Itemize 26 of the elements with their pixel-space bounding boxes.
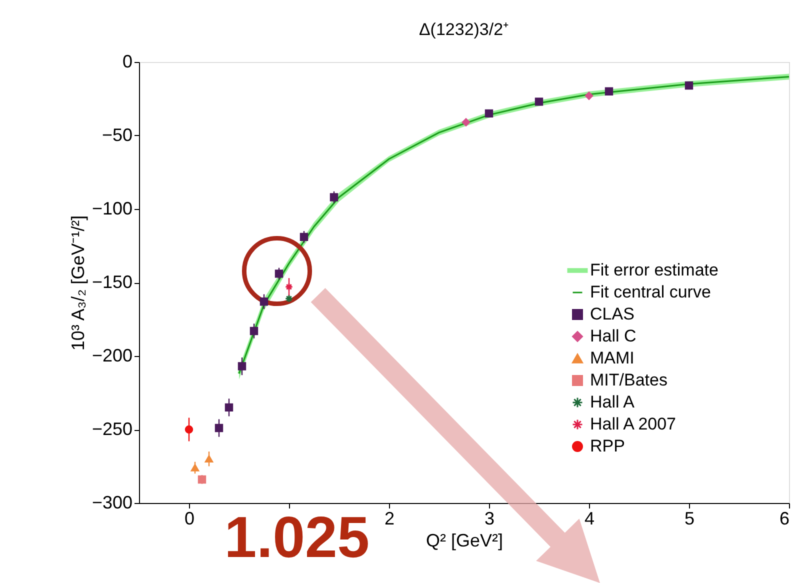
legend-label: RPP (590, 436, 625, 456)
x-tick-label: 0 (184, 508, 195, 528)
text: 1.025 (224, 505, 370, 570)
x-tick-label: 6 (779, 508, 790, 528)
y-tick-label: 0 (122, 52, 132, 72)
legend-label: MAMI (590, 348, 634, 368)
legend-label: Hall A (590, 392, 636, 412)
x-tick-label: 2 (384, 508, 395, 528)
x-axis-title: Q² [GeV²] (426, 530, 504, 550)
legend-label: CLAS (590, 304, 634, 324)
legend-label: MIT/Bates (590, 370, 668, 390)
y-tick-label: −150 (92, 272, 132, 292)
x-tick-label: 3 (484, 508, 495, 528)
legend-label: Fit central curve (590, 282, 711, 302)
legend-label: Hall A 2007 (590, 414, 676, 434)
y-tick-label: −50 (102, 125, 132, 145)
y-tick-label: −100 (92, 198, 132, 218)
x-tick-label: 5 (684, 508, 695, 528)
y-tick-label: −200 (92, 346, 132, 366)
chart-title: Δ(1232)3/2⁺ (418, 20, 510, 39)
y-tick-label: −300 (92, 492, 132, 512)
legend-label: Hall C (590, 326, 636, 346)
y-axis-title: 10³ A₃/₂ [GeV⁻¹/²] (68, 215, 88, 351)
legend-label: Fit error estimate (590, 260, 718, 280)
y-tick-label: −250 (92, 419, 132, 439)
x-tick-label: 4 (584, 508, 595, 528)
